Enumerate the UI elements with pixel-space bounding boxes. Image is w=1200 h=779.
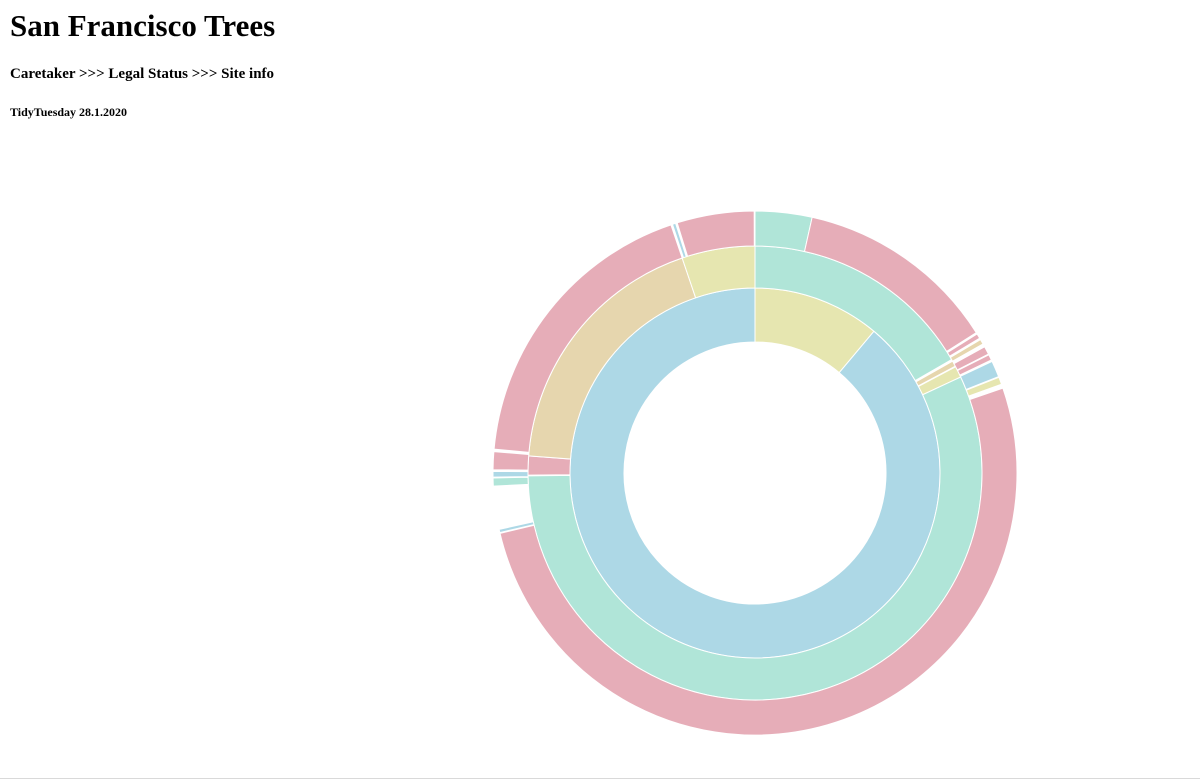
ring-1-segment-2[interactable] — [569, 287, 941, 659]
ring-3-segment-14[interactable] — [493, 224, 683, 453]
page-subtitle: Caretaker >>> Legal Status >>> Site info — [10, 66, 275, 82]
ring-3-segment-12[interactable] — [492, 470, 529, 478]
ring-3-segment-15[interactable] — [671, 222, 687, 259]
ring-3-segment-7[interactable] — [959, 360, 1000, 391]
ring-3-segment-5[interactable] — [953, 346, 990, 371]
ring-3-segment-1[interactable] — [754, 210, 813, 253]
ring-3-segment-6[interactable] — [956, 354, 993, 376]
ring-3-segment-4[interactable] — [949, 338, 984, 362]
ring-3-segment-3[interactable] — [946, 333, 981, 357]
ring-2-segment-2[interactable] — [915, 360, 956, 387]
ring-3-segment-8[interactable] — [965, 376, 1003, 397]
page-note: TidyTuesday 28.1.2020 — [10, 105, 128, 119]
ring-3-segment-9[interactable] — [499, 387, 1018, 736]
page-title: San Francisco Trees — [10, 8, 276, 43]
ring-3-segment-11[interactable] — [492, 476, 529, 487]
sunburst-rings — [492, 210, 1018, 736]
ring-3-segment-2[interactable] — [803, 216, 977, 353]
ring-3-segment-13[interactable] — [492, 451, 530, 471]
ring-3-segment-16[interactable] — [676, 210, 755, 257]
ring-3-segment-10[interactable] — [498, 521, 535, 534]
